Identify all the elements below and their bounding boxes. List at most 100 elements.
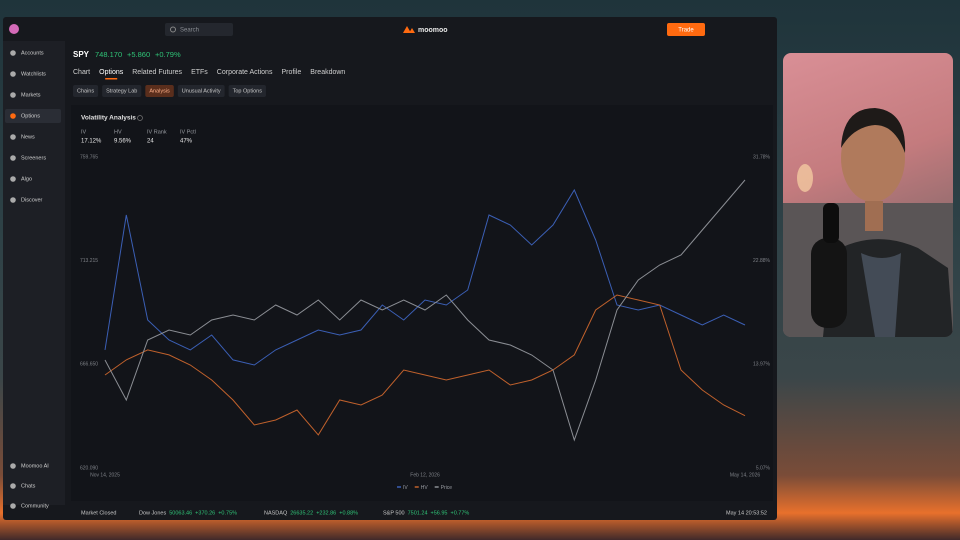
webcam-image bbox=[783, 108, 953, 337]
tab[interactable]: Related Futures bbox=[132, 69, 182, 76]
search-box[interactable] bbox=[165, 23, 233, 36]
y-tick-label: 5.07% bbox=[756, 465, 771, 471]
x-tick-label: May 14, 2026 bbox=[730, 472, 761, 478]
sidebar-item[interactable]: Accounts bbox=[21, 50, 44, 56]
y-tick-label: 620.090 bbox=[80, 465, 98, 471]
neck bbox=[865, 201, 883, 231]
price: 748.170 bbox=[95, 50, 122, 59]
series-line bbox=[104, 179, 746, 442]
subtab[interactable] bbox=[102, 85, 142, 97]
search-placeholder: Search bbox=[180, 28, 199, 34]
subtab-label: Top Options bbox=[233, 88, 263, 94]
subtab[interactable] bbox=[228, 85, 266, 97]
stat-value: 17.12% bbox=[81, 139, 102, 145]
trade-button[interactable] bbox=[667, 23, 705, 36]
index-change-pct: +0.77% bbox=[451, 510, 470, 516]
y-tick-label: 666.650 bbox=[80, 362, 98, 368]
index-value: 26635.22 bbox=[290, 510, 313, 516]
stat-label: IV Pctl bbox=[180, 129, 196, 135]
index-value: 7501.24 bbox=[408, 510, 428, 516]
sidebar-icon bbox=[10, 483, 16, 489]
sidebar-item[interactable]: Markets bbox=[21, 92, 41, 98]
hair bbox=[841, 108, 906, 153]
legend-label[interactable]: Price bbox=[441, 485, 453, 491]
sidebar-icon bbox=[10, 503, 16, 509]
face bbox=[841, 114, 905, 202]
subtab[interactable] bbox=[177, 85, 225, 97]
symbol: SPY bbox=[73, 50, 90, 59]
webcam-overlay bbox=[783, 53, 953, 337]
index-change: +370.26 bbox=[195, 510, 215, 516]
tab[interactable]: Corporate Actions bbox=[217, 69, 273, 76]
legend-label[interactable]: IV bbox=[403, 485, 408, 491]
sidebar-icon bbox=[10, 155, 16, 161]
logo-mark bbox=[403, 26, 415, 33]
sidebar-item[interactable]: Screeners bbox=[21, 155, 46, 161]
y-tick-label: 22.88% bbox=[753, 258, 771, 264]
change-pct: +0.79% bbox=[155, 50, 181, 59]
legend-label[interactable]: HV bbox=[421, 485, 429, 491]
info-icon bbox=[137, 115, 143, 121]
subtab[interactable] bbox=[145, 85, 174, 97]
sidebar-icon bbox=[10, 113, 16, 119]
sidebar-item[interactable]: News bbox=[21, 134, 35, 140]
stat-label: IV Rank bbox=[147, 129, 167, 135]
stat-value: 9.56% bbox=[114, 139, 132, 145]
y-tick-label: 31.78% bbox=[753, 154, 771, 160]
sidebar-item[interactable]: Algo bbox=[21, 176, 32, 182]
index-change-pct: +0.75% bbox=[218, 510, 237, 516]
y-tick-label: 713.215 bbox=[80, 258, 98, 264]
trade-button-label: Trade bbox=[678, 28, 694, 34]
sidebar-item[interactable]: Options bbox=[21, 113, 40, 119]
sidebar-icon bbox=[10, 50, 16, 56]
avatar bbox=[9, 24, 19, 34]
shirt bbox=[861, 253, 901, 337]
tab[interactable]: Breakdown bbox=[310, 69, 345, 76]
stat-label: HV bbox=[114, 129, 122, 135]
sidebar-item[interactable]: Discover bbox=[21, 197, 43, 203]
index-name: Dow Jones bbox=[139, 510, 166, 516]
stat-value: 24 bbox=[147, 139, 154, 145]
y-tick-label: 13.97% bbox=[753, 362, 771, 368]
y-tick-label: 759.765 bbox=[80, 154, 98, 160]
subtab-label: Analysis bbox=[149, 88, 170, 94]
x-tick-label: Feb 12, 2026 bbox=[410, 472, 440, 478]
sidebar-icon bbox=[10, 463, 16, 469]
subtab[interactable] bbox=[73, 85, 99, 97]
tab[interactable]: ETFs bbox=[191, 69, 208, 76]
x-tick-label: Nov 14, 2025 bbox=[90, 472, 120, 478]
index-change-pct: +0.88% bbox=[339, 510, 358, 516]
sidebar-icon bbox=[10, 134, 16, 140]
stat-label: IV bbox=[81, 129, 87, 135]
index-value: 50063.46 bbox=[169, 510, 192, 516]
search-icon bbox=[170, 26, 176, 33]
mic-arm bbox=[823, 203, 839, 243]
sidebar-active bbox=[5, 109, 61, 123]
sidebar-icon bbox=[10, 71, 16, 77]
market-status: Market Closed bbox=[81, 510, 116, 516]
panel-title: Volatility Analysis bbox=[81, 115, 136, 122]
stat-value: 47% bbox=[180, 139, 193, 145]
index-name: NASDAQ bbox=[264, 510, 288, 516]
lamp bbox=[797, 164, 813, 192]
sidebar-item[interactable]: Chats bbox=[21, 483, 36, 489]
index-change: +232.86 bbox=[316, 510, 336, 516]
index-change: +56.95 bbox=[431, 510, 448, 516]
sidebar-item[interactable]: Watchlists bbox=[21, 71, 46, 77]
series-line bbox=[104, 294, 746, 436]
tab[interactable]: Chart bbox=[73, 69, 90, 76]
sidebar-item[interactable]: Community bbox=[21, 503, 49, 509]
sidebar-icon bbox=[10, 197, 16, 203]
tab[interactable]: Profile bbox=[281, 69, 301, 76]
logo: moomoo bbox=[418, 27, 448, 34]
sidebar-item[interactable]: Moomoo AI bbox=[21, 463, 49, 469]
tab-underline bbox=[105, 78, 118, 80]
subtab-label: Chains bbox=[77, 88, 94, 94]
tab[interactable]: Options bbox=[99, 69, 124, 76]
sidebar-icon bbox=[10, 92, 16, 98]
subtab-label: Unusual Activity bbox=[182, 88, 221, 94]
change: +5.860 bbox=[127, 50, 150, 59]
sidebar-icon bbox=[10, 176, 16, 182]
microphone bbox=[811, 238, 847, 328]
